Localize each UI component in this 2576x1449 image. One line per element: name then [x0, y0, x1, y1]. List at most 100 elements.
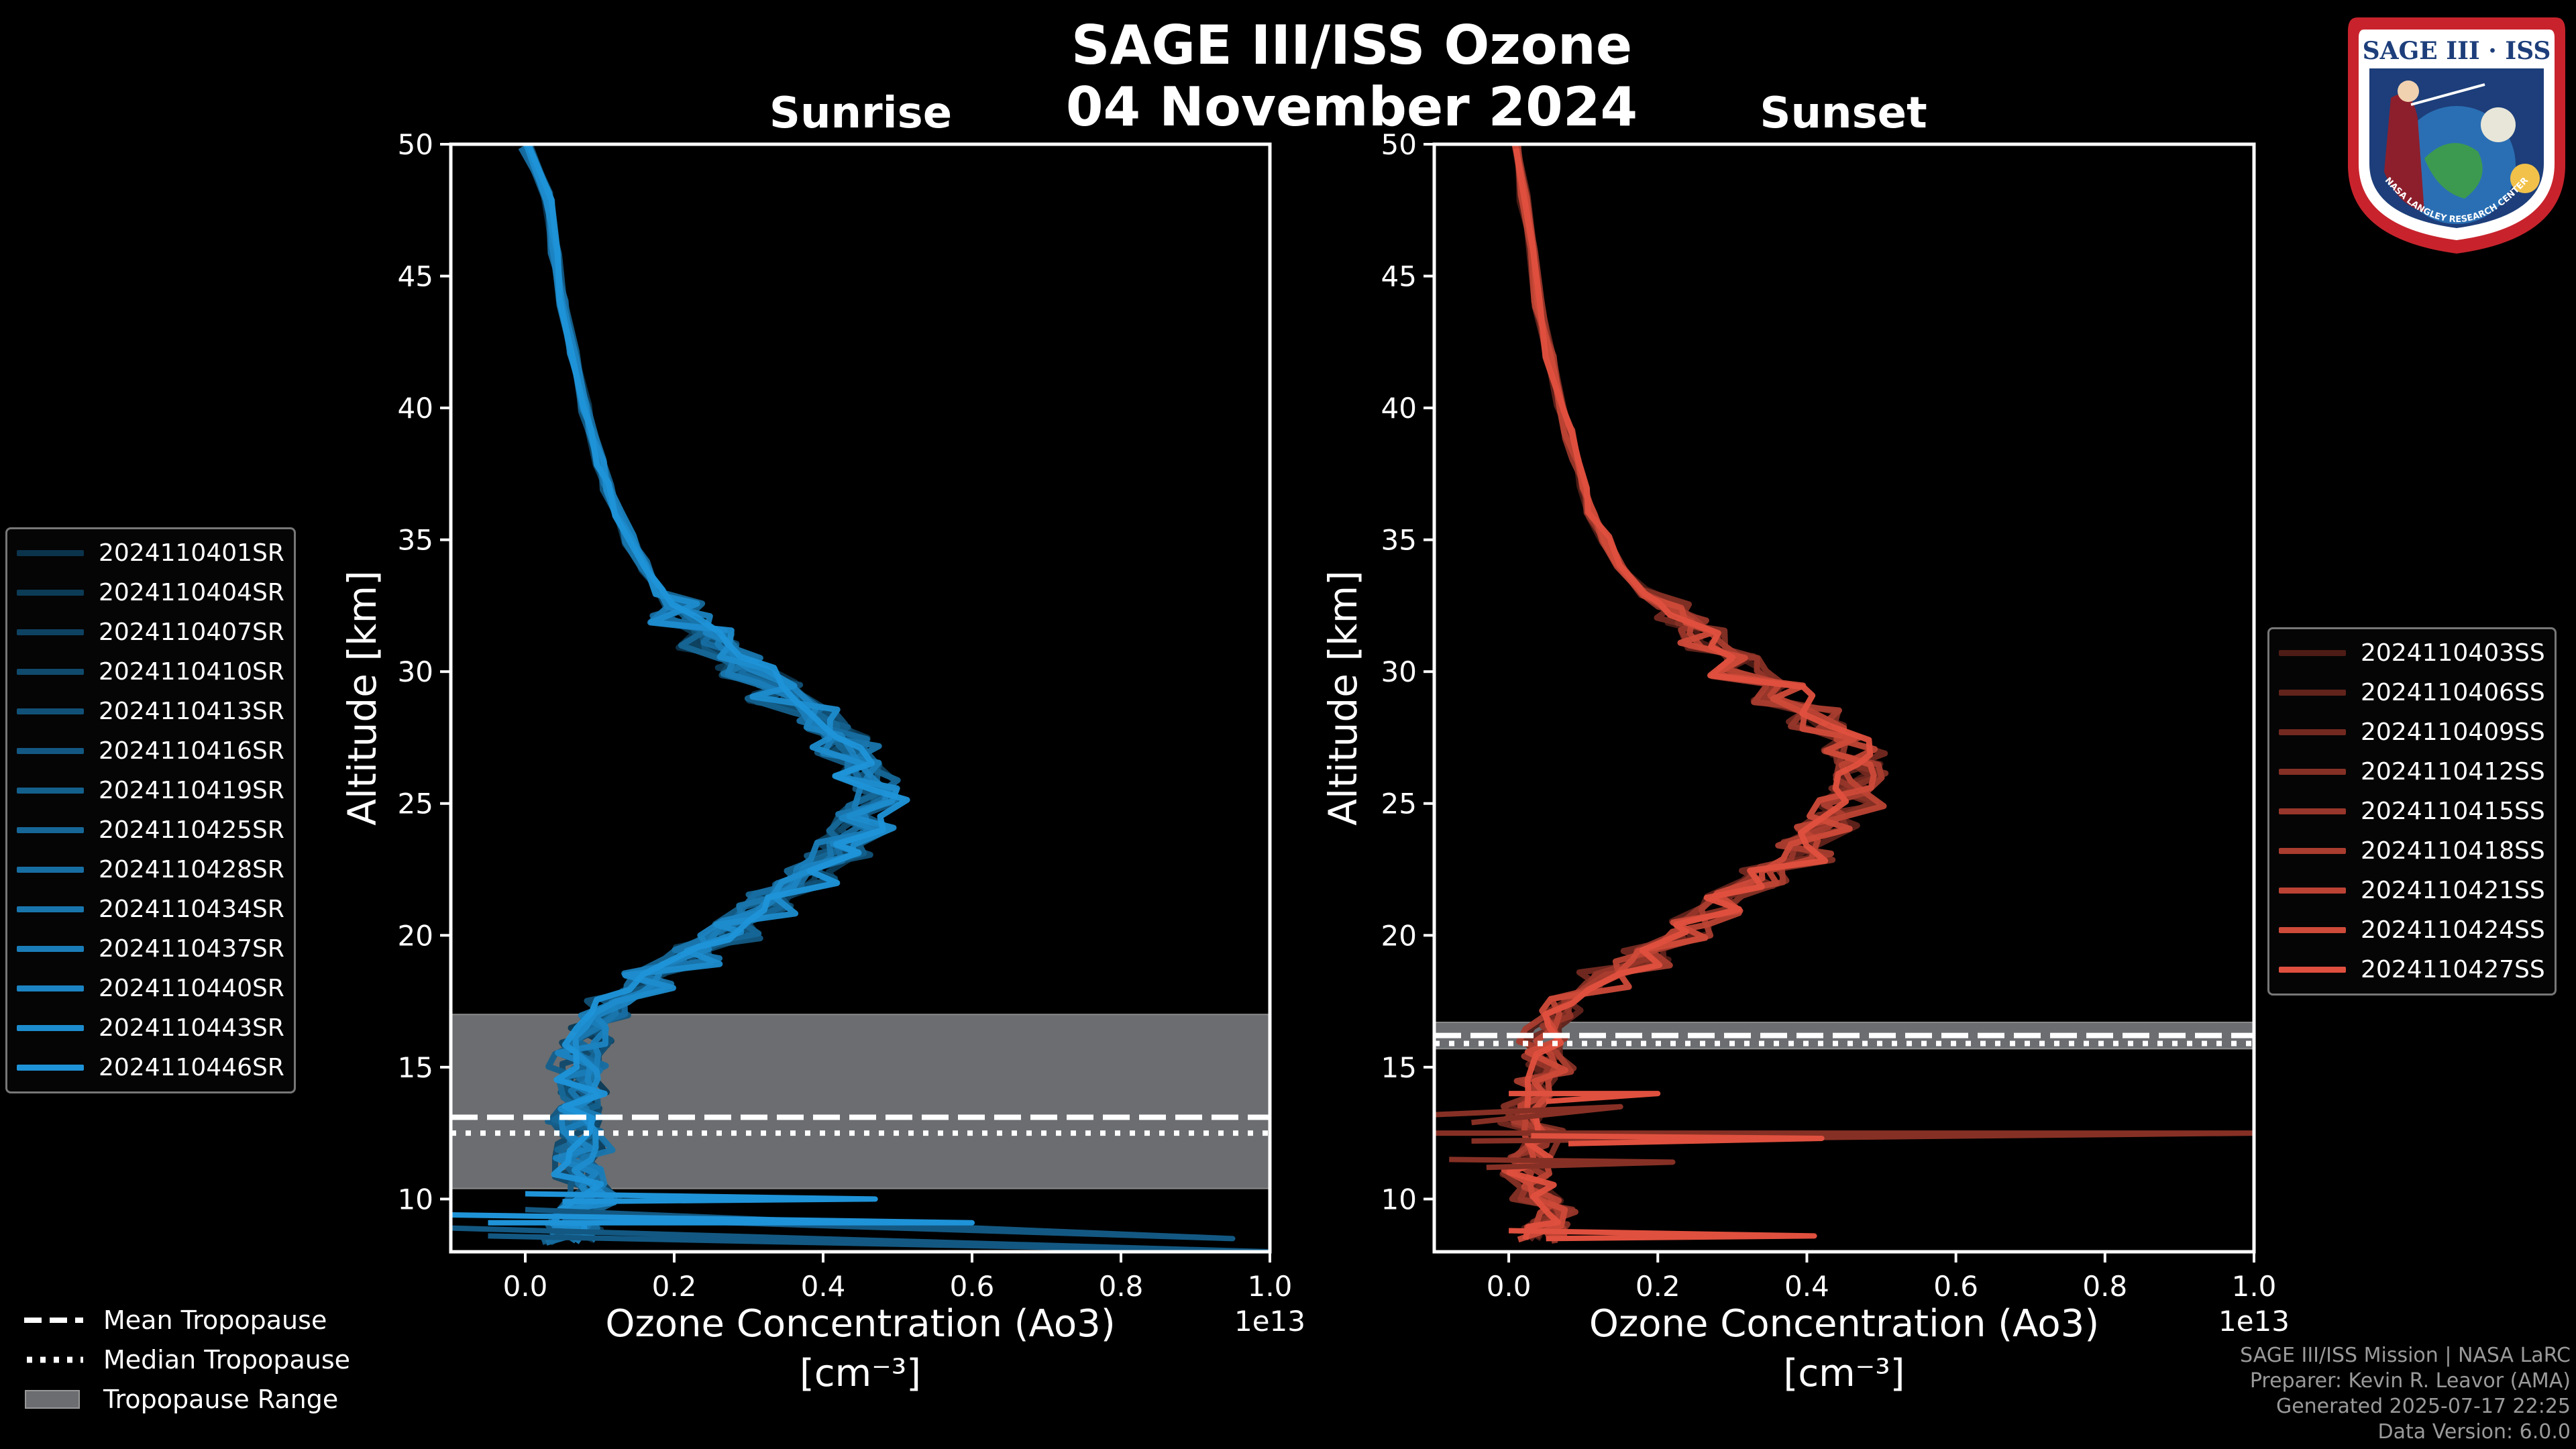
legend-swatch: [2279, 690, 2346, 696]
x-scale-factor: 1e13: [1234, 1305, 1305, 1338]
chart-title-line1: SAGE III/ISS Ozone: [1071, 14, 1633, 76]
legend-swatch: [17, 1065, 84, 1071]
legend-item: 2024110403SS: [2279, 633, 2545, 673]
x-axis-unit-label: [cm⁻³]: [1783, 1352, 1904, 1395]
legend-swatch: [17, 788, 84, 794]
legend-tropopause-range: Tropopause Range: [24, 1379, 350, 1419]
legend-item: 2024110407SR: [17, 612, 284, 652]
legend-swatch: [17, 590, 84, 596]
y-tick-label: 10: [1381, 1183, 1417, 1216]
legend-label: 2024110401SR: [99, 539, 284, 567]
legend-swatch: [17, 867, 84, 873]
footer-preparer: Preparer: Kevin R. Leavor (AMA): [2249, 1369, 2571, 1393]
y-tick-label: 35: [1381, 524, 1417, 557]
legend-label: 2024110418SS: [2361, 837, 2545, 865]
x-tick-label: 0.4: [801, 1270, 846, 1303]
legend-swatch: [17, 946, 84, 952]
legend-swatch: [2279, 888, 2346, 894]
legend-item: 2024110401SR: [17, 533, 284, 573]
plot-frame: [1432, 142, 2256, 1254]
sunrise-panel-title: Sunrise: [769, 89, 953, 138]
legend-label: 2024110421SS: [2361, 877, 2545, 904]
legend-label: 2024110427SS: [2361, 956, 2545, 983]
y-tick-label: 50: [398, 128, 433, 161]
legend-mean-tropopause: Mean Tropopause: [24, 1300, 350, 1340]
x-tick-label: 0.0: [503, 1270, 548, 1303]
legend-swatch: [17, 827, 84, 833]
y-tick-label: 45: [398, 260, 433, 293]
x-tick-label: 0.2: [652, 1270, 697, 1303]
legend-mean-label: Mean Tropopause: [103, 1305, 327, 1335]
legend-swatch: [2279, 848, 2346, 854]
profile-spike: [1509, 1228, 1817, 1242]
legend-item: 2024110404SR: [17, 573, 284, 612]
legend-swatch: [2279, 927, 2346, 933]
sunrise-legend: 2024110401SR 2024110404SR 2024110407SR 2024…: [5, 527, 296, 1093]
profile-spike: [1509, 1091, 1661, 1104]
legend-swatch: [17, 748, 84, 754]
y-tick-label: 40: [398, 392, 433, 425]
legend-swatch: [2279, 808, 2346, 814]
panel-sunrise: 0.0 0.2 0.4 0.6 0.8 1.0 10 15 20 25 30 35 40 45 50 Ozon…: [339, 128, 1305, 1395]
legend-item: 2024110419SR: [17, 771, 284, 810]
legend-item: 2024110410SR: [17, 652, 284, 692]
footer-generated: Generated 2025-07-17 22:25: [2275, 1395, 2571, 1418]
profile-2024110446SR: [525, 144, 910, 1240]
legend-swatch: [17, 550, 84, 556]
x-tick-label: 0.4: [1784, 1270, 1829, 1303]
legend-item: 2024110413SR: [17, 692, 284, 731]
legend-swatch: [17, 629, 84, 635]
legend-item: 2024110427SS: [2279, 950, 2545, 989]
legend-label: 2024110434SR: [99, 896, 284, 923]
x-axis-unit-label: [cm⁻³]: [800, 1352, 921, 1395]
profile-spike: [1531, 1133, 1825, 1146]
legend-label: 2024110410SR: [99, 658, 284, 686]
y-tick-label: 15: [1381, 1051, 1417, 1084]
profile-spike: [451, 1225, 1270, 1252]
legend-label: 2024110403SS: [2361, 639, 2545, 667]
legend-item: 2024110412SS: [2279, 752, 2545, 792]
tropopause-legend: Mean Tropopause Median Tropopause Tropop…: [24, 1300, 350, 1419]
x-tick-label: 0.6: [950, 1270, 995, 1303]
x-axis-label: Ozone Concentration (Ao3): [605, 1302, 1115, 1346]
legend-label: 2024110407SR: [99, 619, 284, 646]
legend-item: 2024110424SS: [2279, 910, 2545, 950]
y-tick-label: 40: [1381, 392, 1417, 425]
legend-label: 2024110437SR: [99, 935, 284, 963]
footer-mission: SAGE III/ISS Mission | NASA LaRC: [2240, 1344, 2571, 1367]
legend-label: 2024110428SR: [99, 856, 284, 883]
x-tick-label: 0.0: [1487, 1270, 1532, 1303]
legend-label: 2024110413SR: [99, 698, 284, 725]
y-axis-label: Altitude [km]: [339, 570, 385, 825]
legend-item: 2024110425SR: [17, 810, 284, 850]
legend-swatch: [17, 1025, 84, 1031]
legend-label: 2024110404SR: [99, 579, 284, 606]
legend-item: 2024110440SR: [17, 969, 284, 1008]
legend-label: 2024110415SS: [2361, 798, 2545, 825]
y-tick-label: 35: [398, 524, 433, 557]
profile-spike: [1449, 1157, 1676, 1171]
legend-swatch: [2279, 769, 2346, 775]
legend-label: 2024110440SR: [99, 975, 284, 1002]
legend-swatch: [17, 669, 84, 675]
y-tick-label: 25: [1381, 788, 1417, 820]
legend-item: 2024110406SS: [2279, 673, 2545, 712]
profile-spike: [525, 1191, 878, 1205]
x-tick-label: 1.0: [2232, 1270, 2277, 1303]
x-tick-label: 1.0: [1248, 1270, 1293, 1303]
x-axis-label: Ozone Concentration (Ao3): [1589, 1302, 2099, 1346]
x-tick-label: 0.6: [1933, 1270, 1978, 1303]
legend-label: 2024110425SR: [99, 816, 284, 844]
y-tick-label: 10: [398, 1183, 433, 1216]
profile-spike: [451, 1212, 975, 1226]
x-tick-label: 0.2: [1635, 1270, 1680, 1303]
x-tick-label: 0.8: [1099, 1270, 1144, 1303]
legend-label: 2024110406SS: [2361, 679, 2545, 706]
y-axis-label: Altitude [km]: [1320, 570, 1366, 825]
sunset-legend: 2024110403SS 2024110406SS 2024110409SS 2024…: [2267, 627, 2557, 996]
footer-credits: SAGE III/ISS Mission | NASA LaRC Prepare…: [2240, 1343, 2571, 1445]
legend-item: 2024110443SR: [17, 1008, 284, 1048]
x-tick-label: 0.8: [2082, 1270, 2127, 1303]
y-tick-label: 20: [1381, 919, 1417, 952]
